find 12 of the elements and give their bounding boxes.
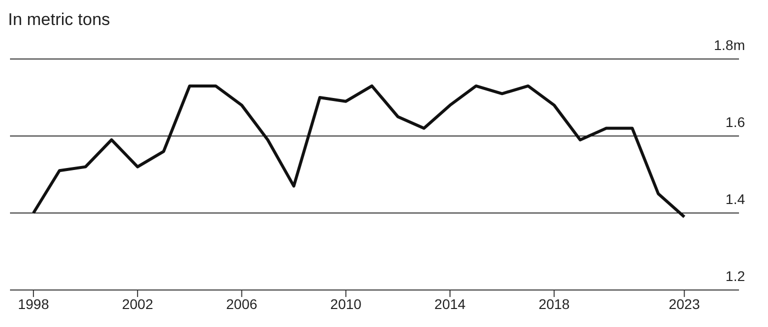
x-tick-label: 2014 — [434, 296, 466, 312]
y-tick-label: 1.2 — [726, 268, 746, 284]
x-tick-label: 2006 — [226, 296, 258, 312]
x-tick-label: 1998 — [18, 296, 50, 312]
x-tick-label: 2023 — [668, 296, 700, 312]
x-tick-label: 2002 — [122, 296, 154, 312]
y-tick-label: 1.6 — [726, 114, 746, 130]
y-tick-label: 1.8m — [714, 37, 745, 53]
y-tick-label: 1.4 — [726, 191, 746, 207]
x-tick-label: 2018 — [538, 296, 570, 312]
chart-title: In metric tons — [8, 10, 110, 29]
x-tick-label: 2010 — [330, 296, 362, 312]
